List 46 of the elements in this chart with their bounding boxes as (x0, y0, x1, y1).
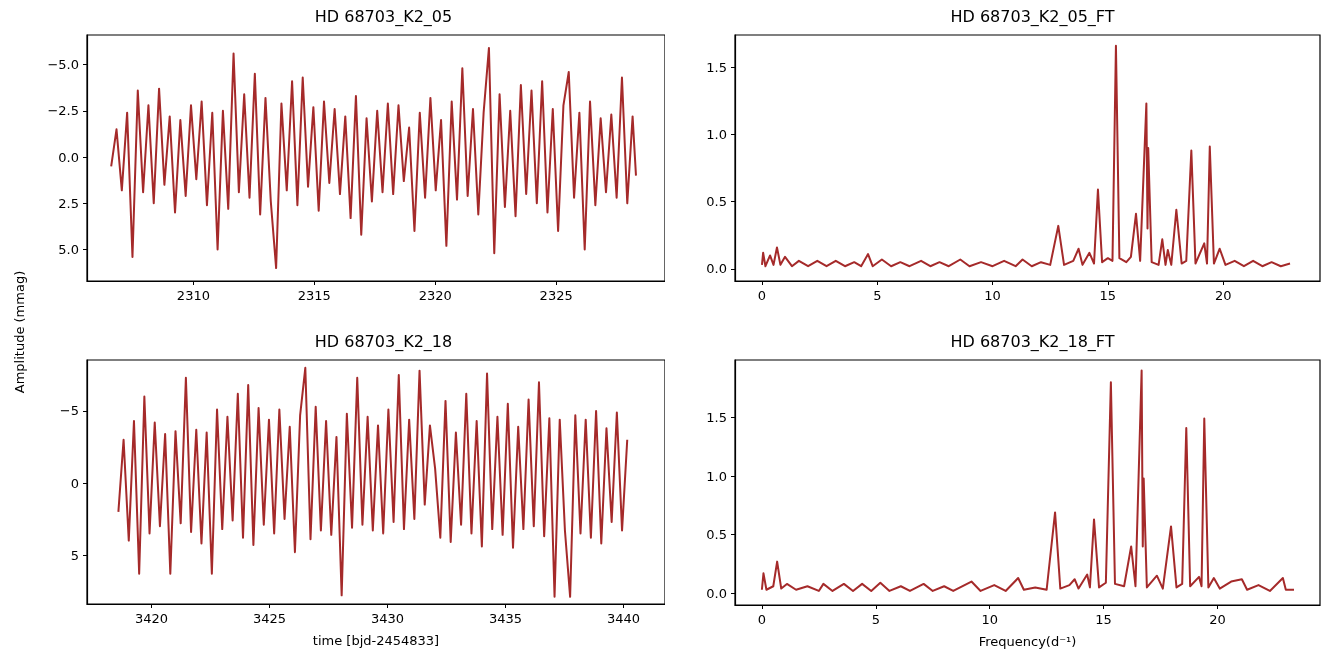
x-tick-label: 5 (871, 612, 880, 627)
x-tick-label: 3435 (488, 611, 522, 626)
y-tick-label: 1.0 (706, 126, 727, 142)
x-tick-label: 3425 (252, 611, 286, 626)
y-tick-label: 0.0 (58, 149, 79, 165)
x-tick-label: 2325 (539, 288, 573, 303)
chart-title: HD 68703_K2_18_FT (950, 331, 1115, 352)
y-tick-label: 0 (70, 475, 79, 491)
y-tick-label: 0.0 (706, 261, 727, 277)
y-tick-label: 1.5 (706, 409, 727, 425)
y-tick-label: 1.0 (706, 468, 727, 484)
y-tick-label: 0.5 (706, 527, 727, 543)
y-tick-label: −2.5 (47, 103, 79, 119)
y-tick-label: 1.5 (706, 59, 727, 75)
chart-title: HD 68703_K2_18 (314, 331, 453, 352)
y-tick-label: −5.0 (47, 57, 79, 73)
y-axis-title: Amplitude (mmag) (11, 270, 27, 394)
x-tick-label: 3440 (606, 611, 641, 626)
chart-title: HD 68703_K2_05_FT (950, 6, 1115, 27)
x-tick-label: 0 (757, 288, 767, 303)
x-tick-label: 15 (1099, 288, 1117, 303)
x-tick-label: 20 (1214, 288, 1232, 303)
x-tick-label: 3420 (134, 611, 168, 626)
x-tick-label: 0 (757, 612, 767, 627)
y-tick-label: 2.5 (58, 195, 79, 211)
x-tick-label: 2315 (297, 288, 331, 303)
y-tick-label: 0.5 (706, 194, 727, 210)
x-tick-label: 20 (1209, 612, 1226, 627)
x-axis-title: time [bjd-2454833] (312, 633, 440, 648)
y-tick-label: −5 (59, 403, 79, 419)
x-tick-label: 10 (984, 288, 1001, 303)
x-tick-label: 2310 (176, 288, 210, 303)
x-tick-label: 3430 (370, 611, 404, 626)
x-tick-label: 5 (873, 288, 882, 303)
x-tick-label: 2320 (418, 288, 452, 303)
line-series (760, 44, 1292, 268)
x-axis-title: Frequency(d⁻¹) (978, 634, 1077, 649)
line-series (110, 46, 637, 270)
y-tick-label: 0.0 (706, 585, 727, 601)
line-series (117, 366, 629, 598)
x-tick-label: 15 (1095, 612, 1112, 627)
y-tick-label: 5 (70, 547, 79, 563)
line-series (760, 369, 1296, 592)
x-tick-label: 10 (981, 612, 998, 627)
y-tick-label: 5.0 (58, 242, 79, 258)
chart-title: HD 68703_K2_05 (314, 6, 453, 27)
